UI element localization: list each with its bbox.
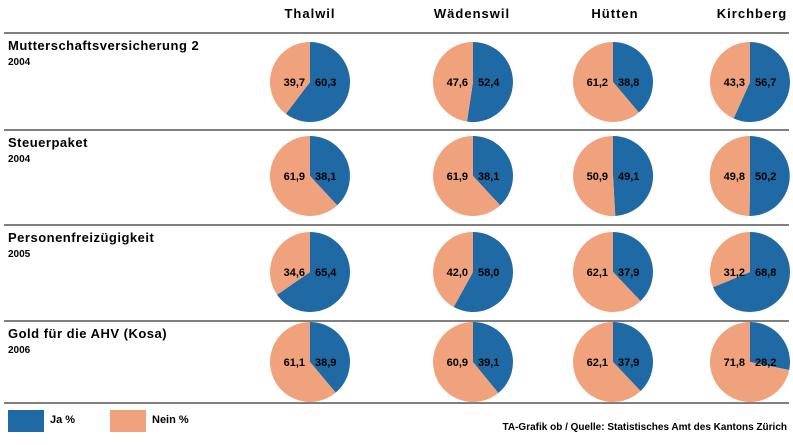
data-label-nein: 49,8 <box>724 171 745 183</box>
pie-slice-ja <box>613 232 653 301</box>
data-label-ja: 49,1 <box>618 171 639 183</box>
data-label-ja: 37,9 <box>618 267 639 279</box>
source-note: TA-Grafik ob / Quelle: Statistisches Amt… <box>502 422 788 433</box>
row-divider <box>4 224 789 226</box>
data-label-nein: 61,9 <box>284 171 305 183</box>
row-year-personenfreizuegigkeit: 2005 <box>8 249 31 260</box>
pie-slice-nein <box>270 232 310 295</box>
row-title-gold-ahv: Gold für die AHV (Kosa) <box>8 326 168 341</box>
pie-slice-ja <box>613 41 654 113</box>
data-label-ja: 38,1 <box>315 171 336 183</box>
legend-label-ja: Ja % <box>50 414 76 426</box>
pie-slice-nein <box>433 232 473 308</box>
data-label-ja: 50,2 <box>755 171 776 183</box>
pie-slice-nein <box>573 136 616 216</box>
pie-slice-nein <box>432 322 499 403</box>
column-header-waedenswil: Wädenswil <box>433 6 511 21</box>
data-label-nein: 34,6 <box>284 267 305 279</box>
data-label-nein: 31,2 <box>724 267 745 279</box>
data-label-nein: 43,3 <box>724 77 745 89</box>
row-title-steuerpaket: Steuerpaket <box>8 135 88 150</box>
row-year-steuerpaket: 2004 <box>8 154 31 165</box>
column-header-thalwil: Thalwil <box>284 6 336 21</box>
pie-slice-nein <box>572 232 641 312</box>
row-divider <box>4 320 789 322</box>
pie-slice-nein <box>710 232 750 288</box>
data-label-ja: 52,4 <box>478 77 500 89</box>
legend-swatch-ja <box>8 410 44 432</box>
data-label-nein: 71,8 <box>724 357 745 369</box>
pie-slice-nein <box>709 135 750 216</box>
data-label-nein: 61,2 <box>587 77 608 89</box>
pie-slice-nein <box>270 136 338 216</box>
data-label-nein: 62,1 <box>587 357 608 369</box>
row-year-gold-ahv: 2006 <box>8 345 31 356</box>
pie-slice-ja <box>473 135 514 206</box>
row-title-personenfreizuegigkeit: Personenfreizügigkeit <box>8 230 155 245</box>
data-label-nein: 61,1 <box>284 357 305 369</box>
column-header-kirchberg: Kirchberg <box>716 6 788 21</box>
data-label-ja: 60,3 <box>315 77 336 89</box>
pie-slice-ja <box>613 322 653 391</box>
pie-slice-ja <box>473 322 513 393</box>
row-divider <box>4 402 789 404</box>
pie-slice-nein <box>709 322 790 403</box>
pie-slice-ja <box>733 42 790 122</box>
pie-slice-nein <box>433 136 501 217</box>
data-label-ja: 38,9 <box>315 357 336 369</box>
data-label-ja: 38,1 <box>478 171 499 183</box>
legend-label-nein: Nein % <box>152 414 189 426</box>
data-label-nein: 47,6 <box>447 77 468 89</box>
pie-slice-ja <box>750 322 790 370</box>
legend-swatch-nein <box>110 410 146 432</box>
row-year-mutterschaft: 2004 <box>8 57 31 68</box>
pie-slice-nein <box>709 41 750 119</box>
pie-slice-ja <box>453 232 514 312</box>
pie-slice-nein <box>432 41 473 122</box>
data-label-nein: 39,7 <box>284 77 305 89</box>
pie-slice-nein <box>572 322 641 402</box>
data-label-ja: 28,2 <box>755 357 776 369</box>
pie-slice-nein <box>573 42 639 123</box>
data-label-ja: 37,9 <box>618 357 639 369</box>
pie-slice-ja <box>749 136 790 217</box>
row-divider <box>4 32 789 34</box>
column-header-huetten: Hütten <box>591 6 639 21</box>
pie-slice-ja <box>713 232 791 312</box>
data-label-ja: 65,4 <box>315 267 337 279</box>
pie-slice-nein <box>270 322 336 402</box>
data-label-nein: 60,9 <box>447 357 468 369</box>
data-label-nein: 50,9 <box>587 171 608 183</box>
data-label-nein: 62,1 <box>587 267 608 279</box>
pie-slice-ja <box>310 136 351 206</box>
data-label-ja: 68,8 <box>755 267 776 279</box>
pie-slice-ja <box>285 42 350 123</box>
data-label-ja: 38,8 <box>618 77 639 89</box>
data-label-ja: 39,1 <box>478 357 499 369</box>
pie-slice-ja <box>277 232 351 312</box>
pie-slice-ja <box>466 42 513 122</box>
data-label-nein: 61,9 <box>447 171 468 183</box>
row-title-mutterschaft: Mutterschaftsversicherung 2 <box>8 38 200 53</box>
row-divider <box>4 129 789 131</box>
data-label-ja: 58,0 <box>478 267 499 279</box>
data-label-ja: 56,7 <box>755 77 776 89</box>
pie-slice-ja <box>310 322 351 393</box>
pie-slice-nein <box>269 42 310 114</box>
pie-slice-ja <box>613 135 654 216</box>
data-label-nein: 42,0 <box>447 267 468 279</box>
